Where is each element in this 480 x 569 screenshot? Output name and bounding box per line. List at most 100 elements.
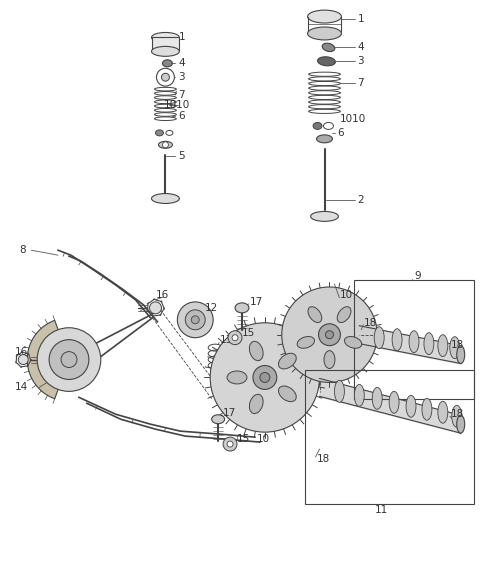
Ellipse shape [235,303,249,313]
Ellipse shape [308,10,341,23]
Circle shape [185,310,205,330]
Ellipse shape [158,141,172,149]
Text: 16: 16 [156,290,169,300]
Ellipse shape [166,130,173,135]
Text: 5: 5 [179,151,185,161]
Ellipse shape [297,336,314,348]
Circle shape [282,287,377,382]
Text: 4: 4 [357,42,364,52]
Ellipse shape [152,193,180,204]
Ellipse shape [308,27,341,40]
Text: 2: 2 [357,196,364,205]
Ellipse shape [438,401,448,423]
Circle shape [150,302,161,314]
Text: 10: 10 [257,434,270,444]
Circle shape [61,352,77,368]
Circle shape [227,441,233,447]
Circle shape [161,73,169,81]
Text: 7: 7 [357,78,364,88]
Circle shape [18,354,28,365]
Text: 1010: 1010 [339,114,366,124]
Bar [152,38,180,51]
Text: 15: 15 [237,434,250,444]
Circle shape [253,365,277,389]
Ellipse shape [313,122,322,129]
Ellipse shape [250,394,263,414]
Ellipse shape [324,122,334,129]
Ellipse shape [318,57,336,66]
Ellipse shape [311,212,338,221]
Text: 14: 14 [15,382,28,393]
Circle shape [37,328,101,391]
Text: 18: 18 [451,340,464,349]
Circle shape [162,142,168,148]
Ellipse shape [457,345,465,364]
Bar [305,369,474,504]
Ellipse shape [322,43,335,52]
Text: 15: 15 [242,328,255,338]
Circle shape [178,302,213,337]
Bar [354,280,474,399]
Circle shape [260,373,270,382]
Text: 9: 9 [414,271,420,281]
Circle shape [223,437,237,451]
Text: 3: 3 [357,56,364,67]
Ellipse shape [324,351,335,369]
Ellipse shape [335,381,344,402]
Ellipse shape [457,415,465,433]
Ellipse shape [392,329,402,351]
Ellipse shape [438,335,448,357]
Text: 8: 8 [19,245,26,255]
Polygon shape [27,320,59,399]
Ellipse shape [372,387,382,409]
Text: 1: 1 [179,32,185,43]
Ellipse shape [389,391,399,413]
Text: 10: 10 [339,290,352,300]
Ellipse shape [278,353,296,369]
Ellipse shape [278,386,296,402]
Text: 13: 13 [220,335,233,345]
Text: 18: 18 [316,454,330,464]
Ellipse shape [156,130,164,136]
Ellipse shape [422,398,432,420]
Text: 3: 3 [179,72,185,82]
Circle shape [325,331,334,339]
Ellipse shape [250,341,263,361]
Circle shape [156,68,174,86]
Text: 4: 4 [179,58,185,68]
Ellipse shape [212,415,225,424]
Ellipse shape [162,60,172,67]
Ellipse shape [374,327,384,349]
Text: 1010: 1010 [164,100,190,110]
Text: 16: 16 [15,347,28,357]
Ellipse shape [316,135,333,143]
Circle shape [228,331,242,345]
Ellipse shape [345,336,362,348]
Text: 17: 17 [250,297,263,307]
Text: 6: 6 [179,111,185,121]
Ellipse shape [424,333,434,354]
Ellipse shape [354,385,364,406]
Ellipse shape [337,307,351,323]
Ellipse shape [450,337,460,358]
Circle shape [49,340,89,380]
Ellipse shape [227,371,247,384]
Text: 6: 6 [337,128,344,138]
Text: 17: 17 [223,408,236,418]
Ellipse shape [452,405,462,427]
Text: 1: 1 [357,14,364,23]
Text: 11: 11 [375,505,388,515]
Text: 7: 7 [179,90,185,100]
Ellipse shape [152,32,180,43]
Circle shape [210,323,320,432]
Circle shape [232,335,238,341]
Circle shape [319,324,340,345]
Ellipse shape [406,395,416,417]
Circle shape [192,316,199,324]
Ellipse shape [308,307,322,323]
Text: 18: 18 [451,409,464,419]
Text: 12: 12 [205,303,218,313]
Ellipse shape [409,331,419,353]
Ellipse shape [152,47,180,56]
Text: 18: 18 [364,318,378,328]
